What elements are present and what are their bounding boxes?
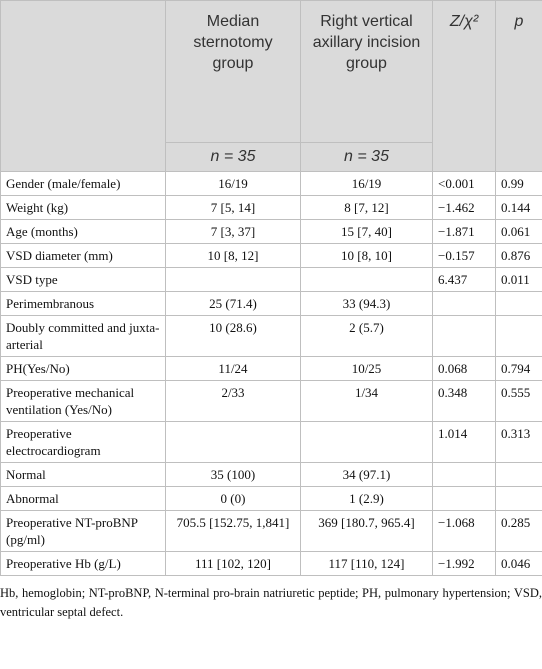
table-row: Age (months) 7 [3, 37] 15 [7, 40] −1.871 0.0…: [0, 219, 542, 244]
table-row: Gender (male/female) 16/19 16/19 <0.001 0.99: [0, 171, 542, 196]
statistic: −1.068: [432, 510, 496, 552]
row-label: Abnormal: [0, 486, 166, 511]
statistic: 0.068: [432, 356, 496, 381]
statistic: 1.014: [432, 421, 496, 463]
row-label: PH(Yes/No): [0, 356, 166, 381]
right-value: 34 (97.1): [300, 462, 433, 487]
median-value: 7 [3, 37]: [165, 219, 301, 244]
p-value: 0.876: [495, 243, 542, 268]
footnote: Hb, hemoglobin; NT-proBNP, N-terminal pr…: [0, 586, 542, 619]
table-row: Preoperative NT-proBNP (pg/ml) 705.5 [152…: [0, 510, 542, 552]
p-value: [495, 291, 542, 316]
row-label: Preoperative NT-proBNP (pg/ml): [0, 510, 166, 552]
statistic: 6.437: [432, 267, 496, 292]
column-header: Z/χ²: [432, 0, 496, 172]
table-row: Doubly committed and juxta-arterial 10 (2…: [0, 315, 542, 357]
table-row: Normal 35 (100) 34 (97.1): [0, 462, 542, 487]
median-value: 0 (0): [165, 486, 301, 511]
row-label: VSD diameter (mm): [0, 243, 166, 268]
median-value: [165, 267, 301, 292]
statistic: [432, 462, 496, 487]
row-label: Gender (male/female): [0, 171, 166, 196]
right-value: 10 [8, 10]: [300, 243, 433, 268]
p-value: 0.99: [495, 171, 542, 196]
p-value: 0.144: [495, 195, 542, 220]
median-value: 10 (28.6): [165, 315, 301, 357]
column-header: Right vertical axillary incision group: [300, 0, 433, 143]
right-value: 2 (5.7): [300, 315, 433, 357]
right-value: 33 (94.3): [300, 291, 433, 316]
p-value: 0.011: [495, 267, 542, 292]
statistic: −0.157: [432, 243, 496, 268]
statistic: [432, 315, 496, 357]
table-row: VSD diameter (mm) 10 [8, 12] 10 [8, 10] −0.…: [0, 243, 542, 268]
table-row: Preoperative mechanical ventilation (Yes…: [0, 380, 542, 422]
p-value: 0.061: [495, 219, 542, 244]
median-value: 2/33: [165, 380, 301, 422]
table-row: Abnormal 0 (0) 1 (2.9): [0, 486, 542, 511]
right-value: 1 (2.9): [300, 486, 433, 511]
table-row: Weight (kg) 7 [5, 14] 8 [7, 12] −1.462 0.144: [0, 195, 542, 220]
p-value: 0.555: [495, 380, 542, 422]
statistic: [432, 291, 496, 316]
p-value: [495, 486, 542, 511]
p-value: [495, 462, 542, 487]
median-value: 16/19: [165, 171, 301, 196]
right-value: 117 [110, 124]: [300, 551, 433, 576]
p-value: 0.794: [495, 356, 542, 381]
corner-cell: [0, 0, 166, 172]
right-value: 8 [7, 12]: [300, 195, 433, 220]
group-size: n = 35: [300, 142, 433, 172]
statistic: −1.992: [432, 551, 496, 576]
median-value: 705.5 [152.75, 1,841]: [165, 510, 301, 552]
p-value: 0.285: [495, 510, 542, 552]
group-size: n = 35: [165, 142, 301, 172]
table-row: Preoperative Hb (g/L) 111 [102, 120] 117 […: [0, 551, 542, 576]
median-value: 25 (71.4): [165, 291, 301, 316]
row-label: Preoperative mechanical ventilation (Yes…: [0, 380, 166, 422]
row-label: Doubly committed and juxta-arterial: [0, 315, 166, 357]
statistic: 0.348: [432, 380, 496, 422]
p-value: 0.313: [495, 421, 542, 463]
row-label: Preoperative electrocardiogram: [0, 421, 166, 463]
row-label: Weight (kg): [0, 195, 166, 220]
median-value: 10 [8, 12]: [165, 243, 301, 268]
median-value: 11/24: [165, 356, 301, 381]
p-value: [495, 315, 542, 357]
right-value: 369 [180.7, 965.4]: [300, 510, 433, 552]
right-value: 10/25: [300, 356, 433, 381]
row-label: Normal: [0, 462, 166, 487]
right-value: 1/34: [300, 380, 433, 422]
right-value: [300, 267, 433, 292]
p-value: 0.046: [495, 551, 542, 576]
table-body: Gender (male/female) 16/19 16/19 <0.001 0.99…: [0, 171, 542, 576]
median-value: 7 [5, 14]: [165, 195, 301, 220]
median-value: 111 [102, 120]: [165, 551, 301, 576]
column-header: Median sternotomy group: [165, 0, 301, 143]
right-value: 15 [7, 40]: [300, 219, 433, 244]
statistic: <0.001: [432, 171, 496, 196]
data-table: Median sternotomy group Right vertical a…: [0, 0, 542, 576]
row-label: Preoperative Hb (g/L): [0, 551, 166, 576]
right-value: 16/19: [300, 171, 433, 196]
table-row: VSD type 6.437 0.011: [0, 267, 542, 292]
table-row: Preoperative electrocardiogram 1.014 0.313: [0, 421, 542, 463]
table-row: PH(Yes/No) 11/24 10/25 0.068 0.794: [0, 356, 542, 381]
column-header: p: [495, 0, 542, 172]
statistic: −1.462: [432, 195, 496, 220]
right-value: [300, 421, 433, 463]
statistic: [432, 486, 496, 511]
median-value: [165, 421, 301, 463]
table-row: Perimembranous 25 (71.4) 33 (94.3): [0, 291, 542, 316]
statistic: −1.871: [432, 219, 496, 244]
row-label: Age (months): [0, 219, 166, 244]
row-label: VSD type: [0, 267, 166, 292]
median-value: 35 (100): [165, 462, 301, 487]
row-label: Perimembranous: [0, 291, 166, 316]
